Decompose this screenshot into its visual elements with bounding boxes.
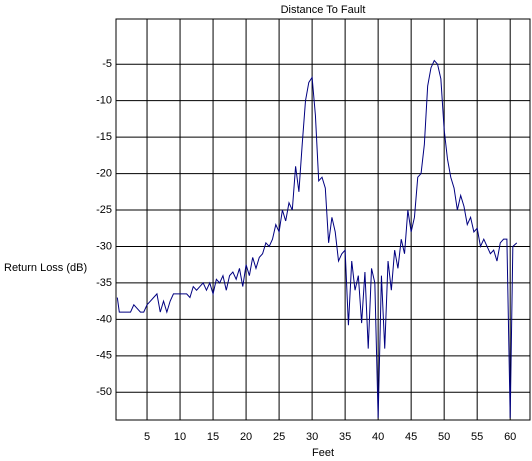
x-tick-label: 15: [207, 431, 219, 443]
x-axis-label: Feet: [312, 447, 334, 459]
x-tick-label: 30: [306, 431, 318, 443]
plot-area: [115, 18, 531, 421]
x-tick-label: 50: [438, 431, 450, 443]
x-tick-label: 55: [471, 431, 483, 443]
x-tick-label: 20: [240, 431, 252, 443]
y-tick-label: -25: [96, 204, 112, 216]
y-tick-label: -10: [96, 95, 112, 107]
x-tick-label: 10: [174, 431, 186, 443]
data-line: [116, 59, 518, 418]
y-tick-label: -35: [96, 277, 112, 289]
x-tick-label: 5: [144, 431, 150, 443]
x-tick-label: 35: [339, 431, 351, 443]
y-tick-label: -30: [96, 240, 112, 252]
x-tick-label: 40: [372, 431, 384, 443]
x-tick-label: 25: [273, 431, 285, 443]
y-tick-label: -20: [96, 167, 112, 179]
chart-title: Distance To Fault: [281, 4, 366, 16]
y-tick-label: -45: [96, 350, 112, 362]
y-tick-label: -5: [102, 58, 112, 70]
x-tick-label: 60: [504, 431, 516, 443]
y-tick-label: -15: [96, 131, 112, 143]
y-tick-label: -50: [96, 386, 112, 398]
x-tick-label: 45: [405, 431, 417, 443]
y-axis-label: Return Loss (dB): [4, 262, 87, 274]
y-tick-label: -40: [96, 313, 112, 325]
